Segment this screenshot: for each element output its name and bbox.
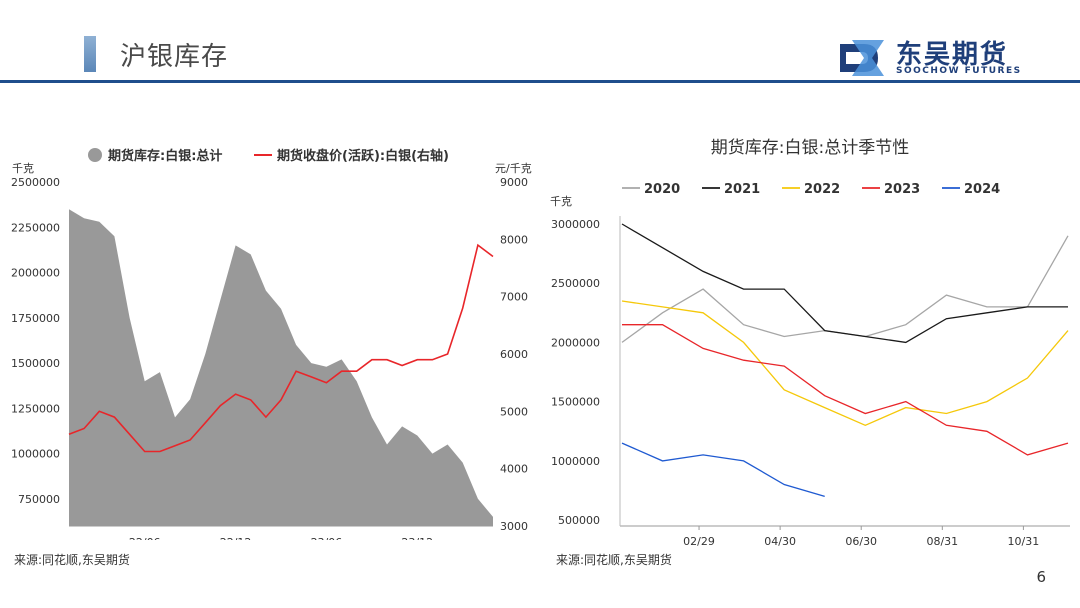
left-y-tick-label: 1250000 xyxy=(11,402,60,415)
y-tick-label: 1500000 xyxy=(551,396,600,409)
left-y-tick-label: 1000000 xyxy=(11,448,60,461)
left-y-tick-label: 2250000 xyxy=(11,221,60,234)
right-y-tick-label: 9000 xyxy=(500,176,528,189)
series-line-2021 xyxy=(621,223,1068,344)
x-tick-label: 23/06 xyxy=(311,536,343,540)
page-number: 6 xyxy=(1036,568,1046,586)
x-tick-label: 10/31 xyxy=(1008,535,1040,548)
x-tick-label: 06/30 xyxy=(845,535,877,548)
left-axis-unit: 千克 xyxy=(12,162,34,175)
logo-text-cn: 东吴期货 xyxy=(896,40,1009,70)
legend-label-2024: 2024 xyxy=(964,182,1000,197)
legend-label-2021: 2021 xyxy=(724,182,760,197)
y-tick-label: 3000000 xyxy=(551,218,600,231)
legend-inventory-marker xyxy=(88,148,102,162)
x-tick-label: 22/06 xyxy=(129,536,161,540)
x-tick-label: 08/31 xyxy=(926,535,958,548)
right-y-tick-label: 7000 xyxy=(500,291,528,304)
right-y-tick-label: 6000 xyxy=(500,348,528,361)
legend-price-label: 期货收盘价(活跃):白银(右轴) xyxy=(277,148,449,164)
series-line-2020 xyxy=(621,235,1069,343)
left-source-note: 来源:同花顺,东吴期货 xyxy=(14,553,130,567)
chart-title: 期货库存:白银:总计季节性 xyxy=(711,138,909,158)
x-tick-label: 02/29 xyxy=(683,535,715,548)
right-y-tick-label: 4000 xyxy=(500,463,528,476)
y-tick-label: 2000000 xyxy=(551,336,600,349)
header-rule xyxy=(0,80,1080,83)
left-y-tick-label: 2000000 xyxy=(11,267,60,280)
company-logo: 东吴期货 SOOCHOW FUTURES xyxy=(834,36,1054,80)
left-y-tick-label: 750000 xyxy=(18,493,60,506)
right-y-tick-label: 5000 xyxy=(500,405,528,418)
left-y-tick-label: 1750000 xyxy=(11,312,60,325)
y-tick-label: 1000000 xyxy=(551,455,600,468)
x-tick-label: 04/30 xyxy=(764,535,796,548)
logo-text-en: SOOCHOW FUTURES xyxy=(896,66,1022,76)
title-accent-bar xyxy=(84,36,96,72)
y-axis-unit: 千克 xyxy=(550,195,572,208)
legend-label-2020: 2020 xyxy=(644,182,680,197)
page-title: 沪银库存 xyxy=(120,42,229,72)
right-source-note: 来源:同花顺,东吴期货 xyxy=(556,553,672,567)
legend-label-2023: 2023 xyxy=(884,182,920,197)
legend-label-2022: 2022 xyxy=(804,182,840,197)
price-line xyxy=(68,243,494,453)
right-axis-unit: 元/千克 xyxy=(495,162,532,175)
left-y-tick-label: 1500000 xyxy=(11,357,60,370)
y-tick-label: 2500000 xyxy=(551,277,600,290)
logo-icon xyxy=(836,40,888,78)
y-tick-label: 500000 xyxy=(558,514,600,527)
left-y-tick-label: 2500000 xyxy=(11,176,60,189)
series-line-2024 xyxy=(621,442,825,498)
right-y-tick-label: 8000 xyxy=(500,233,528,246)
right-y-tick-label: 3000 xyxy=(500,520,528,533)
series-line-2022 xyxy=(621,300,1069,427)
inventory-area xyxy=(69,209,493,526)
legend-inventory-label: 期货库存:白银:总计 xyxy=(108,148,222,164)
series-line-2023 xyxy=(622,324,1069,456)
seasonal-inventory-chart: 期货库存:白银:总计季节性 2020 2021 2022 2023 2024 千克 30… xyxy=(550,138,1070,548)
inventory-price-chart: 期货库存:白银:总计 期货收盘价(活跃):白银(右轴) 千克 元/千克 2500… xyxy=(11,148,532,540)
header: 沪银库存 东吴期货 SOOCHOW FUTURES xyxy=(0,0,1080,84)
x-tick-label: 22/12 xyxy=(220,536,252,540)
x-tick-label: 23/12 xyxy=(401,536,433,540)
